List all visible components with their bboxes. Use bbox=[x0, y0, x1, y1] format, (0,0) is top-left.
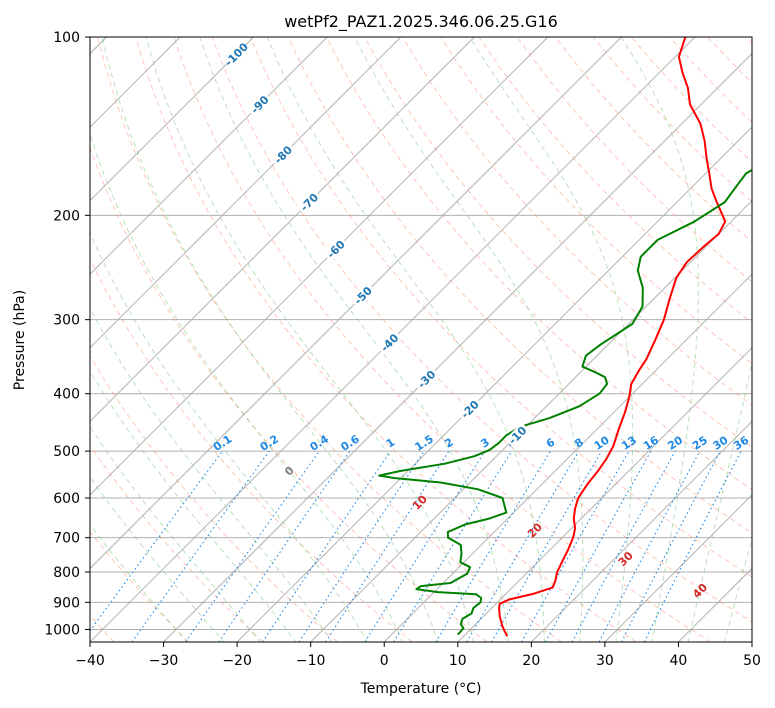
isotherms bbox=[90, 37, 752, 642]
x-tick-label: 10 bbox=[449, 653, 467, 669]
isotherm-label-bg bbox=[457, 396, 483, 423]
x-tick-label: 40 bbox=[670, 653, 688, 669]
y-tick-label: 400 bbox=[53, 387, 80, 403]
dry-adiabat-line bbox=[97, 37, 562, 642]
x-tick-label: 0 bbox=[380, 653, 389, 669]
dry-adiabat-line bbox=[516, 37, 752, 283]
isotherm-line bbox=[90, 37, 622, 570]
dry-adiabat-line bbox=[90, 146, 488, 642]
x-tick-label: −40 bbox=[75, 653, 105, 669]
moist-adiabat-line bbox=[90, 370, 297, 642]
isotherm-label-bg bbox=[246, 91, 273, 118]
isotherm-label-bg bbox=[323, 236, 349, 262]
isotherm-line bbox=[163, 52, 752, 642]
mixing-ratio-line bbox=[185, 450, 320, 642]
y-tick-label: 1000 bbox=[44, 622, 80, 638]
moist-adiabat-line bbox=[354, 37, 584, 642]
isotherm-line bbox=[604, 494, 752, 642]
isotherm-line bbox=[236, 126, 752, 642]
isotherm-label-bg bbox=[296, 189, 322, 215]
dry-adiabat-line bbox=[249, 37, 752, 578]
dry-adiabat-line bbox=[211, 37, 752, 623]
x-axis-label: Temperature (°C) bbox=[360, 681, 482, 697]
x-tick-label: −30 bbox=[149, 653, 179, 669]
y-tick-label: 200 bbox=[53, 208, 80, 224]
moist-adiabat-line bbox=[620, 37, 699, 642]
isotherm-line bbox=[90, 37, 254, 202]
mixing-ratio-line bbox=[131, 450, 270, 642]
isotherm-label-bg bbox=[376, 329, 403, 356]
isotherm-line bbox=[90, 37, 328, 275]
isotherm-line bbox=[90, 37, 402, 349]
y-tick-label: 300 bbox=[53, 313, 80, 329]
temperature-profile-line bbox=[498, 37, 727, 637]
y-axis-ticks: 100 200 300 400 500 600 700 800 900 1000 bbox=[44, 30, 90, 638]
dry-adiabat-line bbox=[90, 444, 264, 642]
moist-adiabat-line bbox=[266, 37, 545, 642]
mixing-ratio-line bbox=[393, 450, 513, 642]
y-tick-label: 100 bbox=[53, 30, 80, 46]
moist-adiabat-line bbox=[90, 425, 261, 642]
pressure-gridlines bbox=[90, 37, 752, 630]
isotherm-label-bg bbox=[223, 41, 250, 68]
x-tick-label: 50 bbox=[743, 653, 761, 669]
isotherm-line bbox=[90, 37, 475, 422]
x-tick-label: 30 bbox=[596, 653, 614, 669]
moist-adiabat-line bbox=[90, 476, 225, 642]
mixing-ratio-line bbox=[435, 450, 551, 642]
y-tick-label: 900 bbox=[53, 595, 80, 611]
mixing-ratio-line bbox=[364, 450, 486, 642]
moist-adiabat-line bbox=[90, 524, 188, 642]
chart-title: wetPf2_PAZ1.2025.346.06.25.G16 bbox=[284, 12, 558, 32]
mixing-ratio-line bbox=[598, 450, 701, 642]
mixing-ratio-line bbox=[262, 450, 391, 642]
dry-adiabat-line bbox=[402, 37, 752, 406]
mixing-ratio-line bbox=[466, 450, 580, 642]
y-tick-label: 500 bbox=[53, 444, 80, 460]
y-tick-label: 600 bbox=[53, 491, 80, 507]
isotherm-line bbox=[310, 200, 752, 642]
dry-adiabat-line bbox=[90, 530, 189, 642]
isotherm-line bbox=[531, 420, 752, 642]
moist-adiabat-line bbox=[101, 37, 439, 642]
plot-frame bbox=[89, 36, 753, 643]
y-axis-label: Pressure (hPa) bbox=[12, 290, 28, 390]
isotherm-label-bg bbox=[413, 366, 440, 392]
y-tick-label: 800 bbox=[53, 565, 80, 581]
mixing-ratio-line bbox=[298, 450, 425, 642]
isotherm-line bbox=[90, 37, 549, 496]
isotherm-line bbox=[457, 347, 752, 642]
dry-adiabat-line bbox=[90, 257, 413, 642]
isotherm-label-bg bbox=[504, 422, 531, 448]
plot-area: 0.10.20.40.611.52346810131620253036-100-… bbox=[90, 37, 752, 642]
moist-adiabat-line bbox=[90, 133, 404, 642]
x-tick-label: −10 bbox=[296, 653, 326, 669]
y-tick-label: 700 bbox=[53, 531, 80, 547]
moist-adiabat-line bbox=[469, 37, 634, 642]
isotherm-label-bg bbox=[350, 282, 376, 309]
isotherm-label-bg bbox=[270, 141, 296, 168]
x-tick-label: −20 bbox=[222, 653, 252, 669]
dry-adiabat-line bbox=[325, 37, 752, 491]
x-axis-ticks: −40 −30 −20 −10 0 10 20 30 40 50 bbox=[75, 642, 761, 669]
profile-series bbox=[378, 37, 752, 637]
moist-adiabats bbox=[90, 37, 752, 642]
moist-adiabat-line bbox=[145, 37, 474, 642]
x-tick-label: 20 bbox=[522, 653, 540, 669]
mixing-ratio-line bbox=[218, 450, 351, 642]
isotherm-line bbox=[383, 273, 752, 642]
mixing-ratio-line bbox=[571, 450, 676, 642]
moist-adiabat-line bbox=[90, 231, 368, 642]
mixing-ratio-lines bbox=[90, 450, 742, 642]
dewpoint-profile-line bbox=[378, 168, 752, 635]
dry-adiabat-line bbox=[135, 37, 637, 642]
dry-adiabat-line bbox=[440, 37, 752, 365]
mixing-ratio-line bbox=[325, 450, 450, 642]
